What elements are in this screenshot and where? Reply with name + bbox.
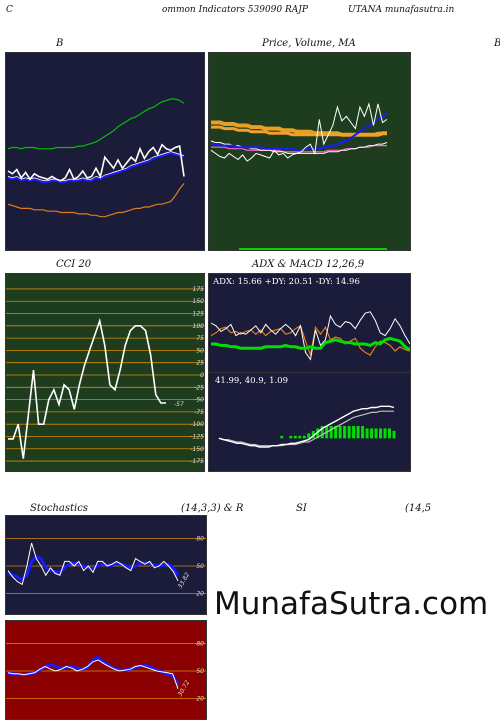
macd-histogram-bar	[392, 430, 396, 439]
oscillator-white-line	[7, 542, 179, 586]
price-ma-panel	[208, 52, 411, 251]
cci-panel: 175 150 125 100 75 50 25 0 -25 -50 -75 -100 -125 -150…	[5, 273, 205, 472]
macd-chart	[218, 405, 396, 448]
cci-tick-label: 50	[196, 347, 204, 354]
cci-tick-label: -100	[190, 421, 204, 428]
oscillator-blue-line	[7, 555, 180, 582]
minus-dy-line	[210, 324, 410, 358]
macd-histogram-bar	[347, 426, 351, 439]
macd-histogram-bar	[302, 435, 306, 439]
plus-dy-line	[210, 311, 410, 361]
rsi-panel: 80 50 20 30.72	[5, 620, 207, 720]
oscillator-tick-label: 20	[196, 591, 204, 598]
adx-chart	[210, 311, 410, 361]
macd-signal-line	[218, 410, 394, 447]
cci-tick-label: 125	[193, 311, 205, 318]
ma-short-line	[211, 112, 388, 152]
watermark: MunafaSutra.com	[214, 586, 489, 622]
oscillator-tick-label: 50	[196, 563, 204, 570]
rsi-params: (14,5	[405, 503, 432, 514]
macd-histogram-bar	[370, 428, 374, 439]
rsi-last-label: 30.72	[177, 679, 192, 698]
macd-histogram-bar	[352, 426, 356, 439]
macd-histogram-bar	[356, 426, 360, 439]
macd-histogram-bar	[289, 435, 293, 439]
macd-histogram-bar	[293, 435, 297, 439]
stoch-title: Stochastics	[30, 503, 88, 514]
bollinger-title: B	[56, 38, 64, 49]
macd-histogram-bar	[343, 426, 347, 439]
cci-line	[8, 317, 166, 459]
header-left: C	[6, 5, 13, 15]
macd-line	[218, 405, 395, 448]
macd-histogram-bar	[280, 435, 284, 439]
header-title: ommon Indicators 539090 RAJP	[162, 5, 308, 15]
macd-histogram-bar	[307, 433, 311, 439]
cci-tick-label: -50	[194, 397, 204, 404]
adx-macd-title: ADX & MACD 12,26,9	[252, 259, 365, 270]
oscillator-tick-label: 50	[196, 668, 204, 675]
bollinger-chart	[7, 98, 185, 218]
macd-histogram-bar	[329, 426, 333, 439]
adx-line	[211, 336, 410, 351]
cci-tick-label: -125	[190, 433, 204, 440]
bollinger-price-line	[7, 143, 185, 182]
bollinger-middle-band	[7, 151, 185, 184]
oscillator-tick-label: 20	[196, 696, 204, 703]
macd-histogram-bar	[334, 426, 338, 439]
macd-histogram-bar	[320, 426, 324, 439]
cci-tick-label: 150	[193, 298, 205, 305]
cci-tick-label: -150	[190, 446, 204, 453]
macd-histogram-bar	[338, 426, 342, 439]
macd-histogram-bar	[365, 428, 369, 439]
macd-histogram-bar	[374, 428, 378, 439]
edge-title: B	[494, 38, 500, 49]
oscillator-tick-label: 80	[196, 535, 204, 542]
header-right: UTANA munafasutra.in	[348, 5, 455, 15]
oscillator-tick-label: 80	[196, 640, 204, 647]
cci-tick-label: -75	[194, 409, 204, 416]
stoch-params: (14,3,3) & R	[181, 503, 244, 514]
cci-tick-label: 0	[200, 372, 204, 379]
stoch-panel: 80 50 20 33.82	[5, 515, 207, 615]
bollinger-panel	[5, 52, 205, 251]
bollinger-lower-band	[7, 183, 185, 218]
macd-panel: 41.99, 40.9, 1.09	[208, 372, 411, 472]
adx-readout: ADX: 15.66 +DY: 20.51 -DY: 14.96	[213, 277, 360, 287]
cci-tick-label: -25	[194, 384, 204, 391]
cci-tick-label: 75	[196, 335, 204, 342]
macd-histogram-bar	[383, 428, 387, 439]
cci-tick-label: -175	[190, 458, 204, 465]
cci-tick-label: 25	[196, 360, 204, 367]
bollinger-upper-band	[7, 98, 185, 150]
bollinger-mid-shadow	[7, 151, 185, 182]
cci-title: CCI 20	[56, 259, 92, 270]
macd-histogram-bar	[388, 428, 392, 439]
macd-histogram-bar	[316, 428, 320, 439]
oscillator-white-line	[7, 659, 179, 689]
cci-chart: 175 150 125 100 75 50 25 0 -25 -50 -75 -100 -125 -150…	[6, 286, 205, 465]
cci-last-label: -57	[174, 401, 184, 408]
adx-panel: ADX: 15.66 +DY: 20.51 -DY: 14.96	[208, 273, 411, 373]
macd-histogram-bar	[361, 426, 365, 439]
rsi-title: SI	[296, 503, 307, 514]
ma-mid-line	[211, 125, 387, 137]
cci-tick-label: 100	[193, 323, 205, 330]
macd-histogram-bar	[311, 430, 315, 439]
price-ma-chart	[210, 102, 388, 250]
macd-histogram-bar	[298, 435, 302, 439]
rsi-chart: 80 50 20 30.72	[6, 640, 206, 703]
macd-readout: 41.99, 40.9, 1.09	[215, 376, 288, 386]
cci-tick-label: 175	[193, 286, 205, 293]
price-line	[210, 102, 388, 162]
macd-histogram-bar	[379, 428, 383, 439]
price-ma-title: Price, Volume, MA	[262, 38, 356, 49]
